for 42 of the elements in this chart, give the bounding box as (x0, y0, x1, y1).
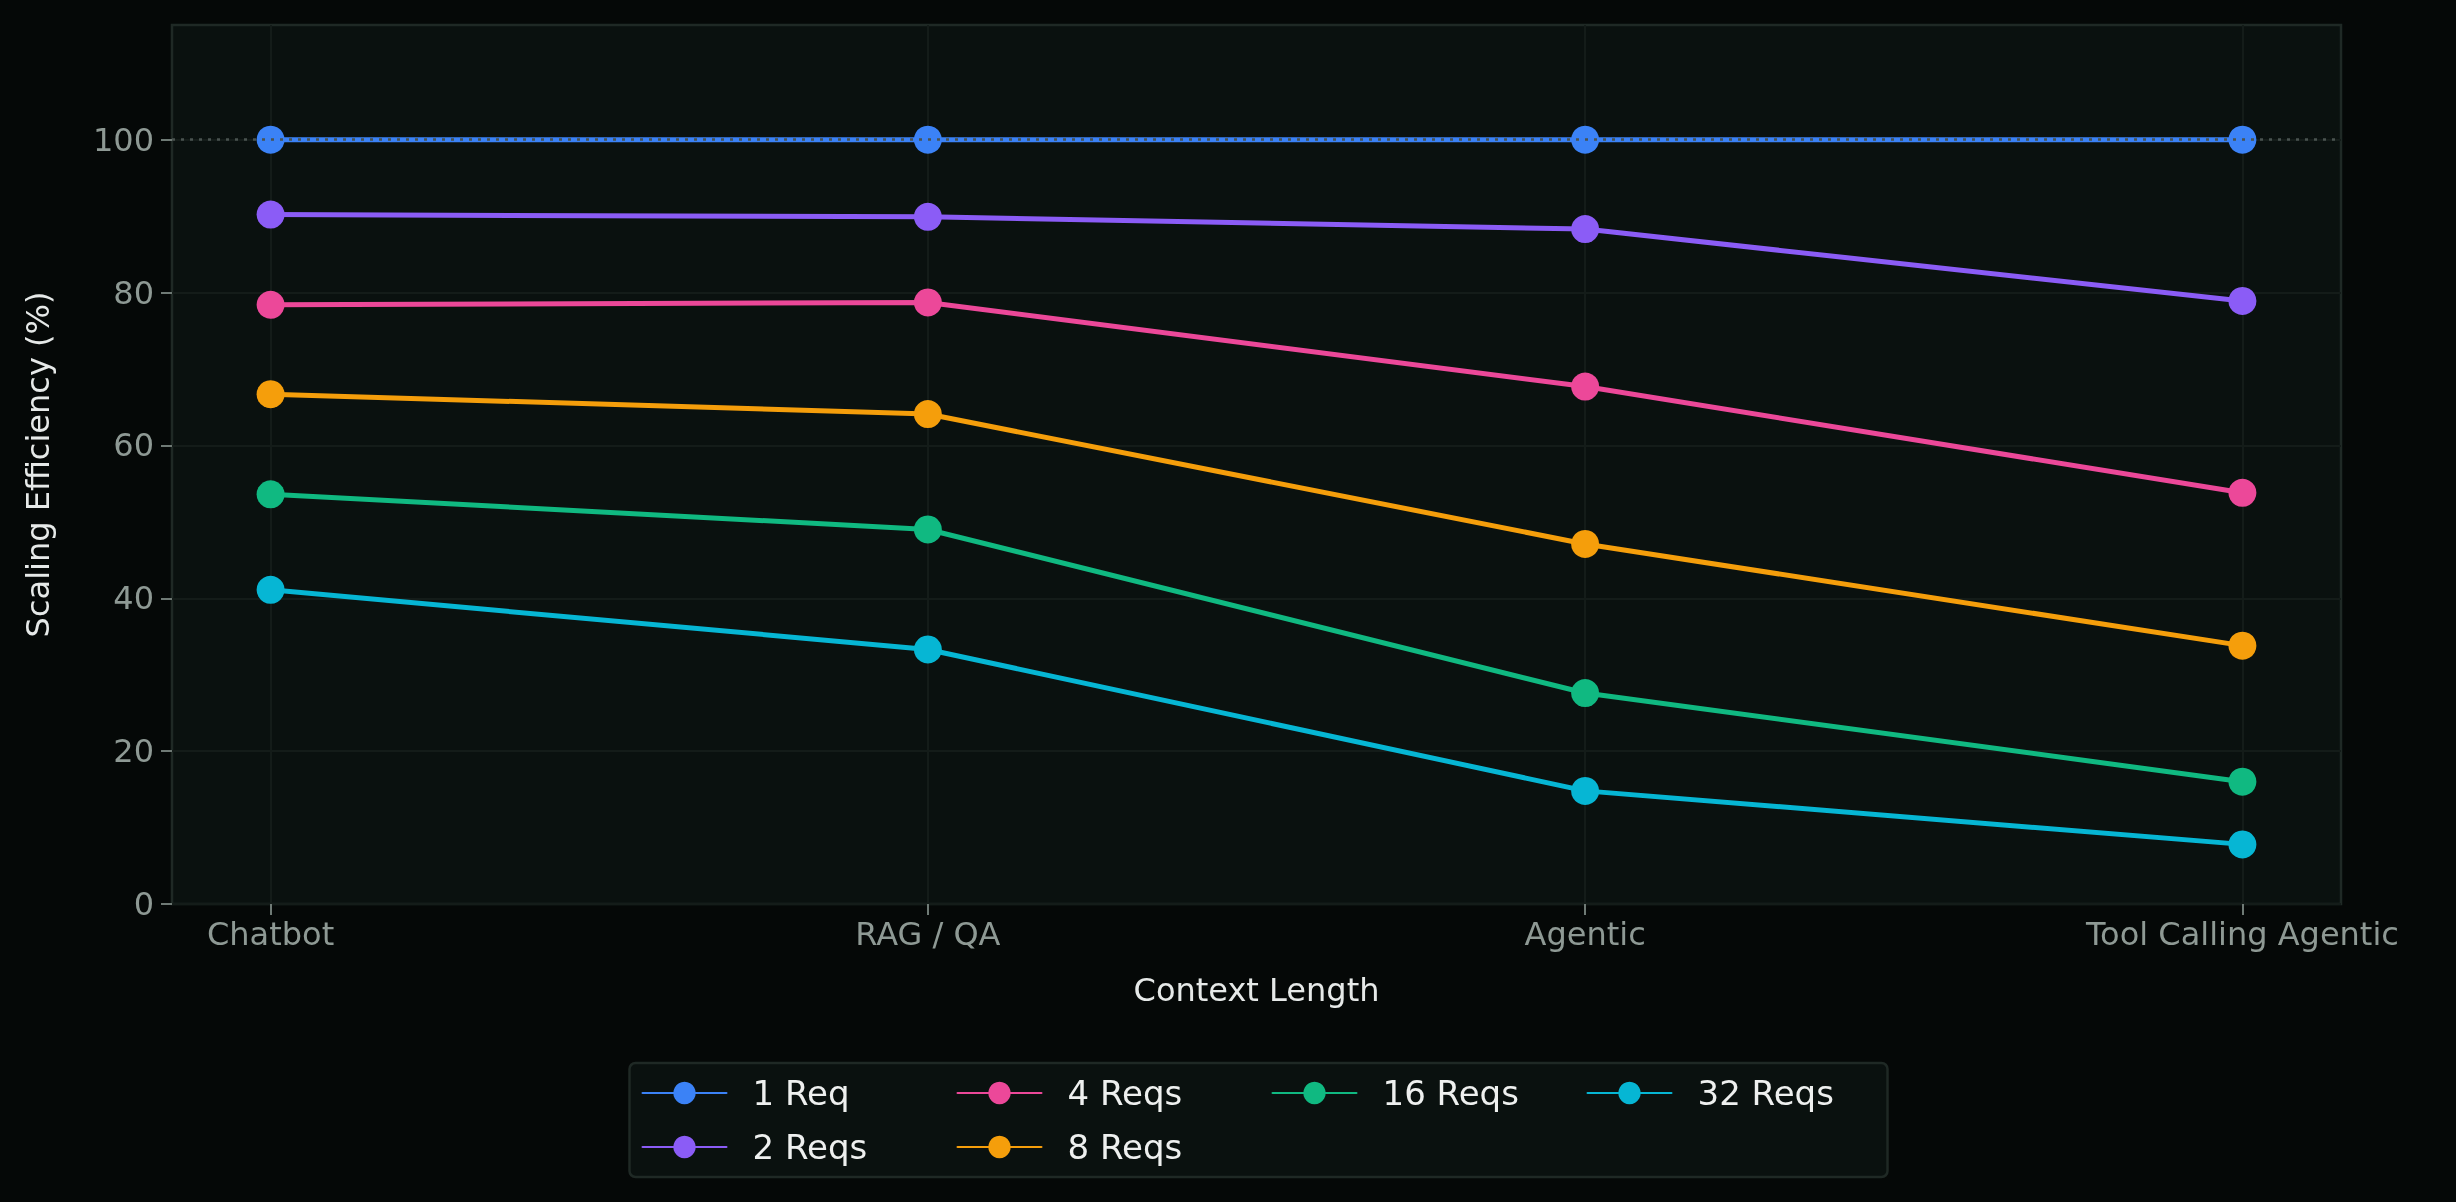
point (913, 635, 942, 664)
x-tick-label: RAG / QA (855, 915, 1001, 953)
legend-label: 1 Req (752, 1073, 850, 1113)
legend-label: 32 Reqs (1697, 1073, 1834, 1113)
point (1571, 530, 1600, 558)
y-tick-label: 0 (133, 885, 154, 923)
point (913, 202, 942, 231)
point (1571, 679, 1600, 708)
legend-label: 16 Reqs (1382, 1073, 1519, 1113)
point (2228, 631, 2257, 660)
point (913, 288, 942, 317)
point (256, 480, 285, 509)
point (2228, 286, 2257, 315)
x-axis-title: Context Length (1133, 971, 1380, 1009)
point (1571, 372, 1600, 401)
y-tick-label: 100 (92, 120, 154, 159)
point (256, 290, 285, 319)
y-tick-label: 20 (113, 732, 154, 771)
point (256, 380, 285, 409)
point (2228, 830, 2257, 859)
point (2228, 125, 2257, 154)
x-tick-label: Tool Calling Agentic (2084, 915, 2399, 953)
point (256, 125, 285, 154)
point (1571, 776, 1600, 805)
point (913, 400, 942, 429)
point (256, 575, 285, 604)
y-tick-label: 80 (113, 273, 154, 312)
y-axis-title: Scaling Efficiency (%) (19, 291, 57, 638)
legend-label: 2 Reqs (752, 1127, 868, 1167)
point (2228, 478, 2257, 507)
legend-label: 8 Reqs (1067, 1127, 1183, 1167)
legend-label: 4 Reqs (1067, 1073, 1183, 1113)
y-tick-label: 60 (113, 426, 154, 465)
point (1571, 215, 1600, 244)
point (1571, 125, 1600, 154)
point (913, 125, 942, 154)
point (256, 200, 285, 229)
x-tick-label: Agentic (1524, 915, 1646, 953)
point (913, 515, 942, 544)
y-tick-label: 40 (113, 579, 154, 618)
point (2228, 767, 2257, 796)
x-tick-label: Chatbot (206, 915, 335, 953)
